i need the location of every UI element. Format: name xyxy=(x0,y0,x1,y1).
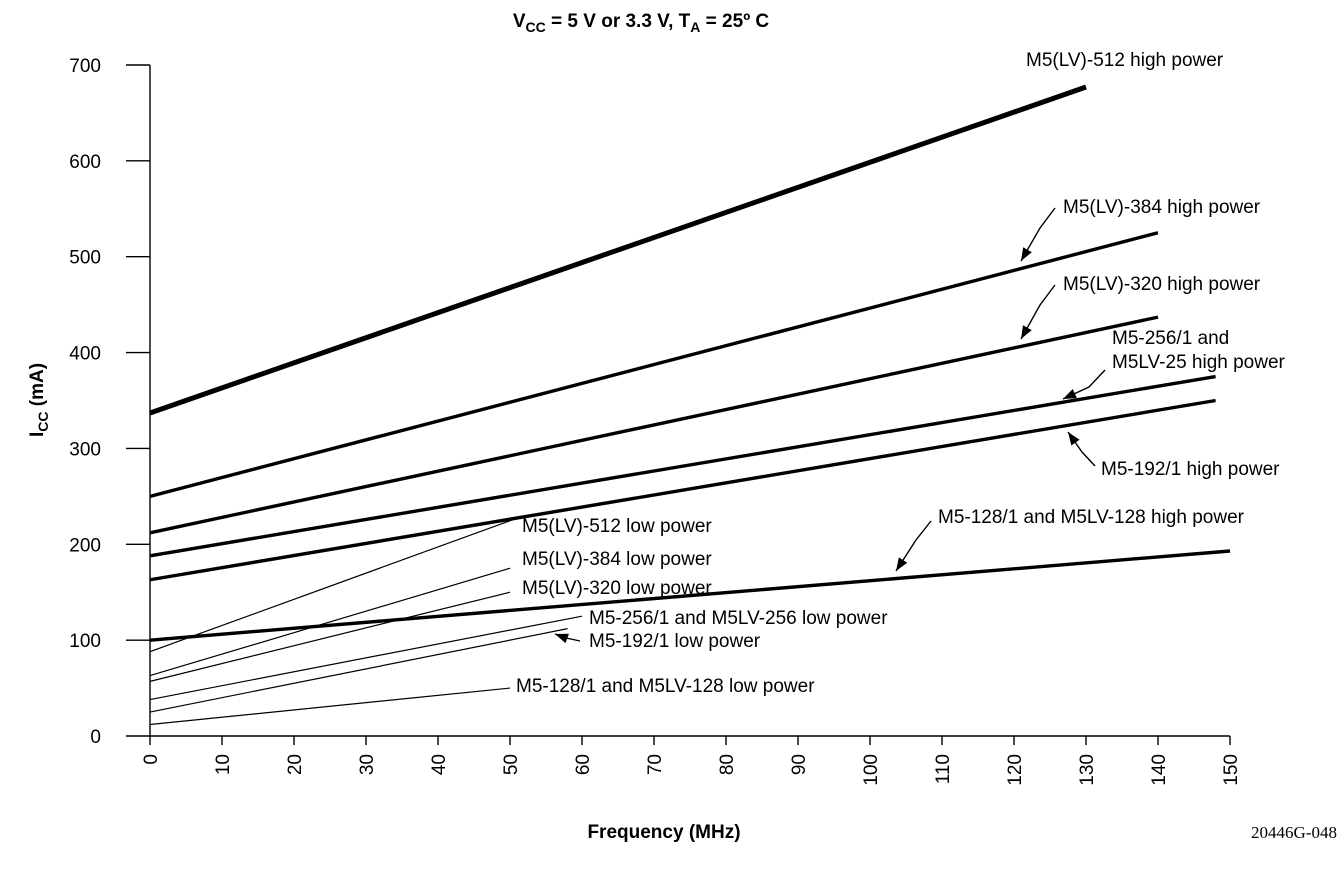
arrow-head-1 xyxy=(1021,247,1032,261)
series-line-9 xyxy=(149,591,511,682)
figure-id: 20446G-048 xyxy=(1251,823,1337,842)
y-tick-label: 200 xyxy=(69,535,101,556)
series-label-3: M5(LV)-320 high power xyxy=(1063,274,1261,295)
series-line-8 xyxy=(149,567,511,677)
series-line-12 xyxy=(149,687,511,726)
chart-title: VCC = 5 V or 3.3 V, TA = 25º C xyxy=(513,11,770,35)
x-tick-label: 60 xyxy=(573,754,594,775)
y-axis-label: ICC (mA) xyxy=(27,363,51,437)
series-line-2 xyxy=(149,231,1159,499)
y-tick-label: 300 xyxy=(69,439,101,460)
x-tick-label: 130 xyxy=(1077,754,1098,786)
series-label-9: M5(LV)-320 low power xyxy=(522,578,712,599)
series-label-2: M5(LV)-384 high power xyxy=(1063,197,1261,218)
arrow-head-2 xyxy=(1021,325,1032,339)
y-tick-label: 600 xyxy=(69,152,101,173)
y-tick-label: 700 xyxy=(69,56,101,77)
arrow-head-4 xyxy=(1068,432,1080,446)
x-tick-label: 80 xyxy=(717,754,738,775)
arrow-head-6 xyxy=(555,633,569,644)
series-line-6 xyxy=(149,549,1231,642)
series-line-10 xyxy=(149,615,583,701)
series-line-11 xyxy=(149,628,568,713)
arrow-head-5 xyxy=(896,557,908,571)
series-label-1: M5(LV)-512 high power xyxy=(1026,50,1224,71)
series-label-6: M5-128/1 and M5LV-128 high power xyxy=(938,507,1245,528)
x-tick-label: 150 xyxy=(1221,754,1242,786)
series-line-7 xyxy=(149,514,525,653)
series-label-11: M5-192/1 low power xyxy=(589,631,761,652)
arrow-head-3 xyxy=(1063,389,1077,399)
x-tick-label: 120 xyxy=(1005,754,1026,786)
series-label-12: M5-128/1 and M5LV-128 low power xyxy=(516,676,815,697)
series-line-1 xyxy=(149,84,1087,416)
series-label-8: M5(LV)-384 low power xyxy=(522,549,712,570)
y-tick-label: 400 xyxy=(69,344,101,365)
series-line-3 xyxy=(149,315,1159,535)
x-tick-label: 110 xyxy=(933,754,954,784)
x-tick-label: 90 xyxy=(789,754,810,775)
series-label-10: M5-256/1 and M5LV-256 low power xyxy=(589,608,888,629)
x-tick-label: 140 xyxy=(1149,754,1170,786)
series-line-4 xyxy=(149,374,1216,558)
x-tick-label: 0 xyxy=(141,754,162,765)
series-label-4: M5-256/1 and M5LV-25 high power xyxy=(1112,328,1286,373)
x-tick-label: 10 xyxy=(213,754,234,775)
y-tick-label: 100 xyxy=(69,631,101,652)
series-line-5 xyxy=(149,398,1216,582)
x-tick-label: 40 xyxy=(429,754,450,775)
x-tick-label: 20 xyxy=(285,754,306,775)
series-label-5: M5-192/1 high power xyxy=(1101,459,1280,480)
x-tick-label: 70 xyxy=(645,754,666,775)
x-tick-label: 30 xyxy=(357,754,378,775)
x-axis-label: Frequency (MHz) xyxy=(587,822,740,843)
x-tick-label: 100 xyxy=(861,754,882,786)
series-label-7: M5(LV)-512 low power xyxy=(522,516,712,537)
y-tick-label: 0 xyxy=(90,727,101,748)
x-tick-label: 50 xyxy=(501,754,522,775)
y-tick-label: 500 xyxy=(69,248,101,269)
